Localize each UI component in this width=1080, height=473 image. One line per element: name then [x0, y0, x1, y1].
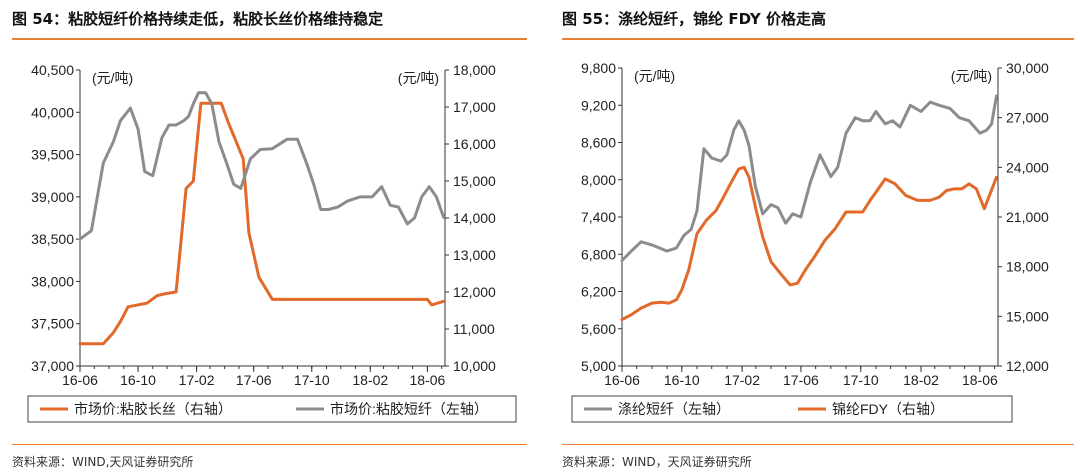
x-axis-tick-label: 17-06 — [783, 372, 819, 388]
source-divider — [12, 444, 527, 445]
fiber-price-chart-54: 37,000 37,500 38,000 38,500 39,000 39,500 40,0… — [27, 62, 517, 423]
left-axis-tick-label: 8,000 — [581, 172, 616, 188]
left-axis-tick-label: 8,600 — [581, 135, 616, 151]
x-axis-tick-label: 17-06 — [236, 372, 272, 388]
left-axis-tick-label: 6,800 — [581, 246, 616, 262]
left-axis-tick-label: 9,200 — [581, 97, 616, 113]
x-axis-tick-label: 17-02 — [724, 372, 760, 388]
title-divider — [12, 38, 527, 40]
right-axis-tick-label: 17,000 — [453, 99, 496, 115]
series-line — [620, 94, 998, 262]
x-axis-tick-label: 18-02 — [903, 372, 939, 388]
x-axis-tick-label: 18-06 — [962, 372, 998, 388]
left-axis-tick-label: 5,600 — [581, 321, 616, 337]
figure-55-title: 图 55：涤纶短纤，锦纶 FDY 价格走高 — [562, 10, 827, 28]
right-axis-tick-label: 12,000 — [1006, 358, 1049, 374]
right-axis-tick-label: 11,000 — [453, 321, 495, 337]
left-axis-tick-label: 38,000 — [31, 273, 74, 289]
right-axis-tick-label: 13,000 — [453, 247, 496, 263]
left-axis-tick-label: 40,500 — [31, 62, 74, 78]
left-unit-label: (元/吨) — [92, 70, 133, 86]
left-axis-tick-label: 7,400 — [581, 209, 616, 225]
left-axis-tick-label: 37,500 — [31, 316, 74, 332]
left-axis-tick-label: 40,000 — [31, 104, 74, 120]
series-line — [620, 165, 998, 322]
legend-box — [571, 395, 1013, 423]
right-axis-tick-label: 14,000 — [453, 210, 496, 226]
legend-label: 市场价:粘胶短纤（左轴） — [330, 401, 488, 417]
right-axis-tick-label: 24,000 — [1006, 159, 1049, 175]
left-axis-tick-label: 5,000 — [581, 358, 616, 374]
legend-label: 涤纶短纤（左轴） — [618, 401, 730, 417]
source-note: 资料来源：WIND，天风证券研究所 — [562, 455, 752, 469]
right-axis-tick-label: 18,000 — [1006, 259, 1049, 275]
right-axis-tick-label: 18,000 — [453, 62, 496, 78]
right-axis-tick-label: 30,000 — [1006, 60, 1049, 76]
right-axis-tick-label: 16,000 — [453, 136, 496, 152]
source-divider — [562, 444, 1074, 445]
left-axis-tick-label: 9,800 — [581, 60, 616, 76]
right-unit-label: (元/吨) — [398, 70, 439, 86]
x-axis-tick-label: 16-10 — [120, 372, 156, 388]
series-line — [78, 91, 446, 241]
left-axis-tick-label: 37,000 — [31, 358, 74, 374]
x-axis-tick-label: 17-10 — [294, 372, 330, 388]
x-axis-tick-label: 18-06 — [409, 372, 445, 388]
right-axis-tick-label: 15,000 — [1006, 308, 1049, 324]
right-axis-tick-label: 10,000 — [453, 358, 496, 374]
x-axis-tick-label: 18-02 — [352, 372, 388, 388]
left-axis-tick-label: 39,000 — [31, 189, 74, 205]
legend-box — [27, 395, 517, 423]
source-note: 资料来源：WIND,天风证券研究所 — [12, 455, 194, 469]
legend-label: 市场价:粘胶长丝（右轴） — [74, 401, 232, 417]
x-axis-tick-label: 16-06 — [62, 372, 98, 388]
left-unit-label: (元/吨) — [634, 68, 675, 84]
fiber-price-chart-55: 5,000 5,600 6,200 6,800 7,400 8,000 8,600 9,200… — [571, 60, 1049, 423]
right-axis-tick-label: 12,000 — [453, 284, 496, 300]
right-axis-tick-label: 21,000 — [1006, 209, 1049, 225]
title-divider — [562, 38, 1074, 40]
x-axis-tick-label: 17-02 — [179, 372, 215, 388]
series-line — [78, 101, 446, 346]
left-axis-tick-label: 38,500 — [31, 231, 74, 247]
right-unit-label: (元/吨) — [951, 68, 992, 84]
legend-label: 锦纶FDY（右轴） — [832, 401, 944, 417]
x-axis-tick-label: 16-10 — [664, 372, 700, 388]
right-axis-tick-label: 15,000 — [453, 173, 496, 189]
right-axis-tick-label: 27,000 — [1006, 110, 1049, 126]
x-axis-tick-label: 16-06 — [604, 372, 640, 388]
figure-54-title: 图 54：粘胶短纤价格持续走低，粘胶长丝价格维持稳定 — [12, 10, 384, 28]
x-axis-tick-label: 17-10 — [843, 372, 879, 388]
left-axis-tick-label: 6,200 — [581, 284, 616, 300]
left-axis-tick-label: 39,500 — [31, 147, 74, 163]
